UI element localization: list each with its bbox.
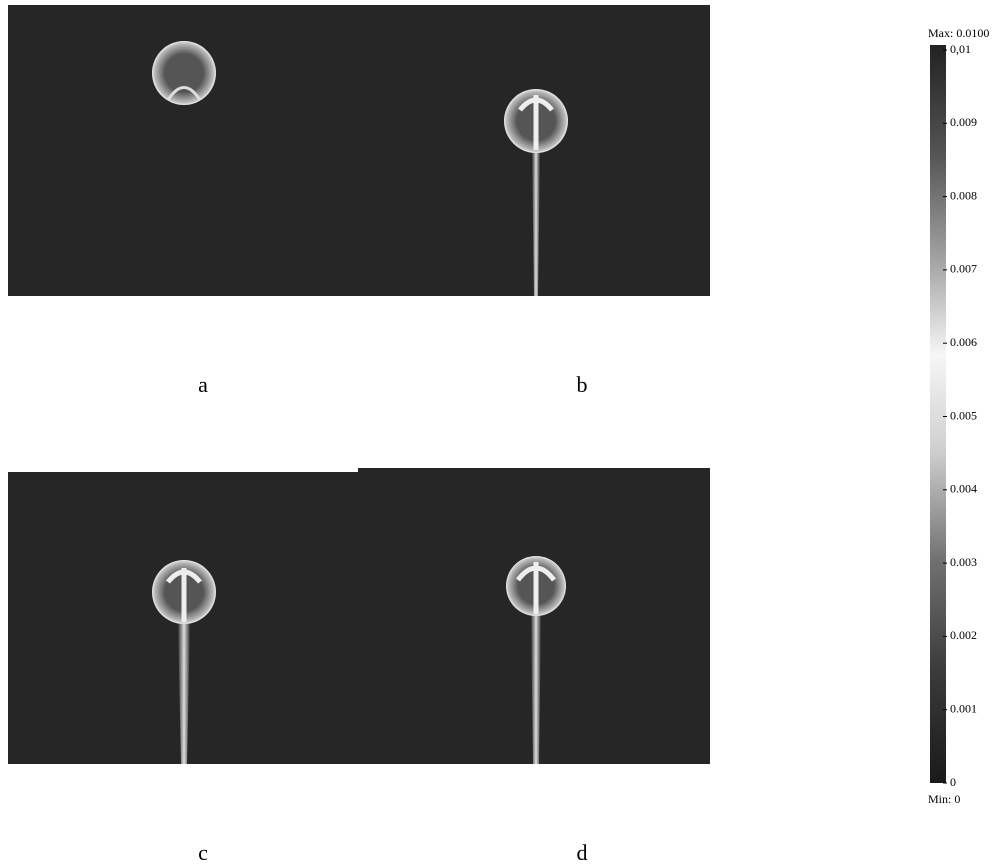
- tick-label: 0.002: [950, 628, 977, 642]
- tick-label: 0.004: [950, 482, 977, 496]
- panel-d: [358, 468, 710, 764]
- panel-b: [358, 5, 710, 296]
- panel-c: [8, 472, 358, 764]
- colorbar-min: Min: 0: [928, 792, 960, 806]
- tick-label: 0.008: [950, 188, 977, 202]
- colorbar-max: Max: 0.0100: [928, 26, 989, 40]
- tick-label: 0.009: [950, 115, 977, 129]
- tick-label: 0: [950, 775, 956, 789]
- tick-label: 0.006: [950, 335, 977, 349]
- tick-label: 0.001: [950, 701, 977, 715]
- tick-label: 0.005: [950, 408, 977, 422]
- tick-label: 0.003: [950, 555, 977, 569]
- figure: a b c d Max: 0.0100 Min: 0 0 0.001 0.002 0.…: [0, 0, 998, 865]
- panel-label: b: [577, 372, 588, 397]
- panel-label: a: [198, 372, 208, 397]
- panel-a: [8, 5, 358, 296]
- panel-label: d: [577, 840, 588, 865]
- tick-label: 0.007: [950, 262, 977, 276]
- colorbar: [930, 45, 946, 783]
- tick-label: 0,01: [950, 42, 971, 56]
- panel-label: c: [198, 840, 208, 865]
